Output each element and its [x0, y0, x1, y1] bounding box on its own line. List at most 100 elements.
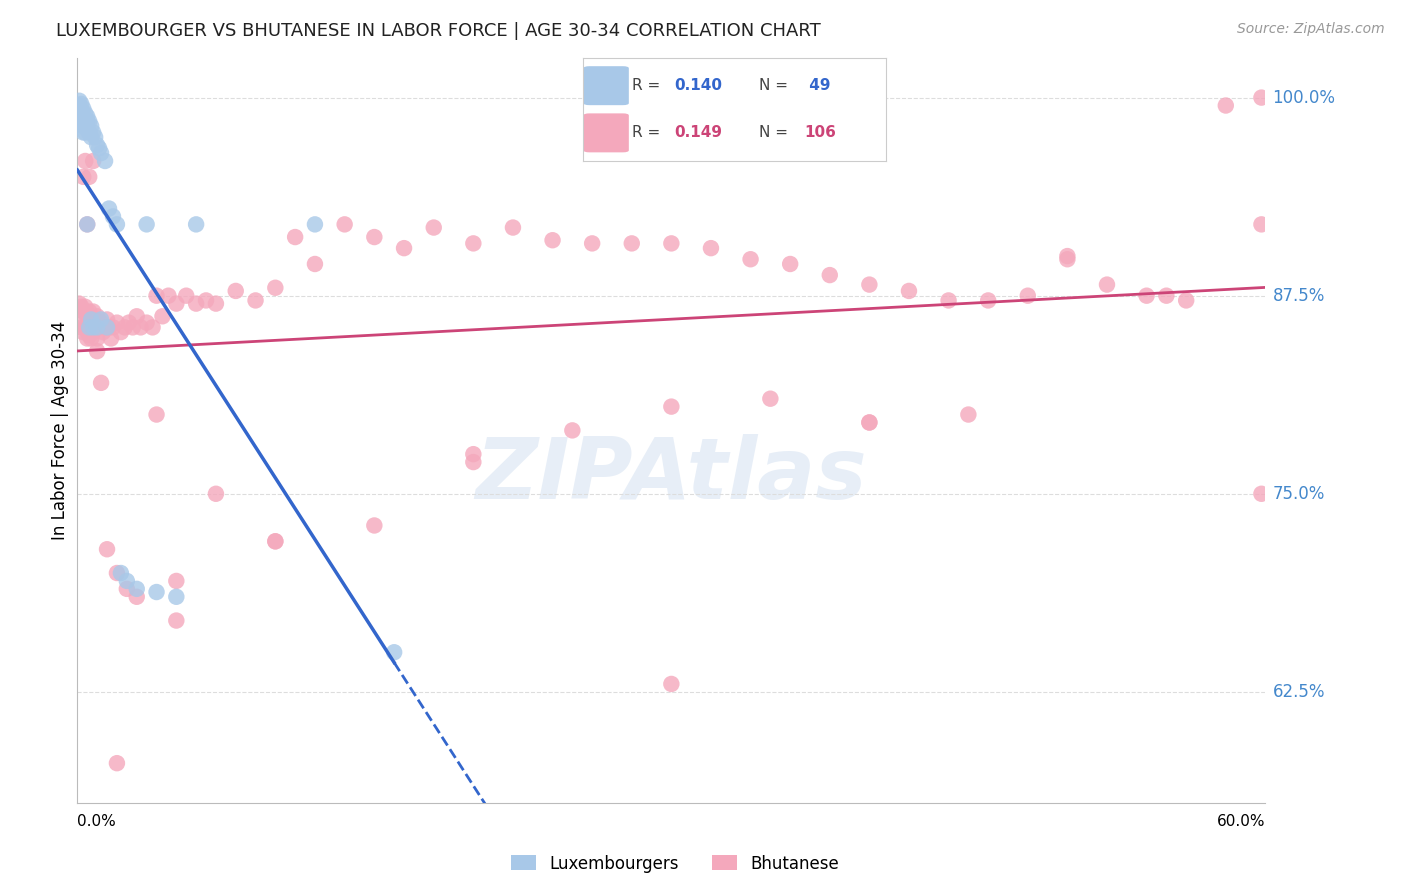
Point: [84, 130, 107, 145]
Point: [145, 408, 167, 422]
Point: [1017, 288, 1039, 302]
Point: [105, 756, 128, 771]
Point: [70, 97, 93, 112]
Point: [67, 296, 90, 310]
Point: [1095, 277, 1118, 292]
Point: [115, 582, 138, 596]
Point: [77, 304, 100, 318]
Point: [661, 677, 683, 691]
Point: [1250, 218, 1272, 232]
Point: [105, 316, 128, 330]
Text: R =: R =: [631, 78, 659, 93]
Point: [145, 585, 167, 599]
Point: [165, 574, 187, 588]
Point: [98, 202, 121, 216]
Point: [1156, 288, 1178, 302]
Point: [1136, 288, 1159, 302]
Point: [818, 268, 841, 282]
Point: [77, 328, 100, 343]
Point: [90, 312, 112, 326]
Point: [77, 169, 100, 184]
Point: [87, 141, 110, 155]
Point: [77, 125, 100, 139]
Text: 49: 49: [804, 78, 831, 93]
Point: [87, 320, 110, 334]
Point: [858, 277, 880, 292]
Point: [77, 320, 100, 334]
Point: [72, 110, 94, 124]
Point: [1250, 90, 1272, 104]
Point: [72, 114, 94, 128]
Point: [174, 288, 197, 302]
Point: [333, 218, 356, 232]
Point: [72, 102, 94, 116]
Text: 0.140: 0.140: [675, 78, 723, 93]
Point: [90, 316, 112, 330]
Point: [264, 534, 287, 549]
Point: [70, 106, 93, 120]
Point: [75, 320, 97, 334]
Point: [96, 312, 118, 326]
Point: [245, 293, 267, 308]
Point: [957, 408, 980, 422]
Point: [620, 236, 643, 251]
Point: [858, 416, 880, 430]
Point: [700, 241, 723, 255]
Point: [86, 344, 108, 359]
Point: [77, 114, 100, 128]
Point: [264, 534, 287, 549]
Point: [82, 325, 104, 339]
Text: 106: 106: [804, 126, 837, 140]
Point: [304, 218, 326, 232]
Point: [70, 300, 93, 314]
Point: [82, 320, 104, 334]
Point: [114, 320, 136, 334]
Point: [100, 331, 122, 345]
Point: [157, 288, 180, 302]
Point: [75, 153, 97, 168]
Point: [392, 241, 415, 255]
Point: [72, 325, 94, 339]
Point: [84, 312, 107, 326]
Point: [72, 304, 94, 318]
Point: [96, 542, 118, 557]
Point: [75, 112, 97, 127]
Point: [1215, 98, 1237, 112]
Point: [80, 312, 103, 326]
Point: [858, 416, 880, 430]
Point: [72, 169, 94, 184]
Point: [98, 320, 121, 334]
Point: [121, 320, 143, 334]
Point: [463, 455, 485, 469]
Point: [72, 119, 94, 133]
Point: [1056, 252, 1078, 267]
Point: [90, 146, 112, 161]
Point: [86, 331, 108, 345]
FancyBboxPatch shape: [583, 113, 628, 153]
Point: [541, 233, 564, 247]
Point: [898, 284, 921, 298]
Point: [101, 320, 124, 334]
Point: [110, 566, 132, 580]
Point: [94, 153, 117, 168]
Point: [86, 310, 108, 324]
Point: [661, 400, 683, 414]
Point: [1250, 487, 1272, 501]
Point: [125, 582, 148, 596]
Point: [101, 210, 124, 224]
Text: 62.5%: 62.5%: [1272, 683, 1324, 701]
Point: [70, 103, 93, 118]
Point: [165, 296, 187, 310]
Legend: Luxembourgers, Bhutanese: Luxembourgers, Bhutanese: [505, 848, 845, 880]
Point: [264, 281, 287, 295]
Point: [67, 312, 90, 326]
Point: [165, 590, 187, 604]
Point: [75, 125, 97, 139]
Text: ZIPAtlas: ZIPAtlas: [475, 434, 868, 516]
Point: [118, 316, 141, 330]
Point: [70, 320, 93, 334]
Text: 0.149: 0.149: [675, 126, 723, 140]
Point: [382, 645, 405, 659]
Point: [82, 153, 104, 168]
Point: [76, 310, 98, 324]
